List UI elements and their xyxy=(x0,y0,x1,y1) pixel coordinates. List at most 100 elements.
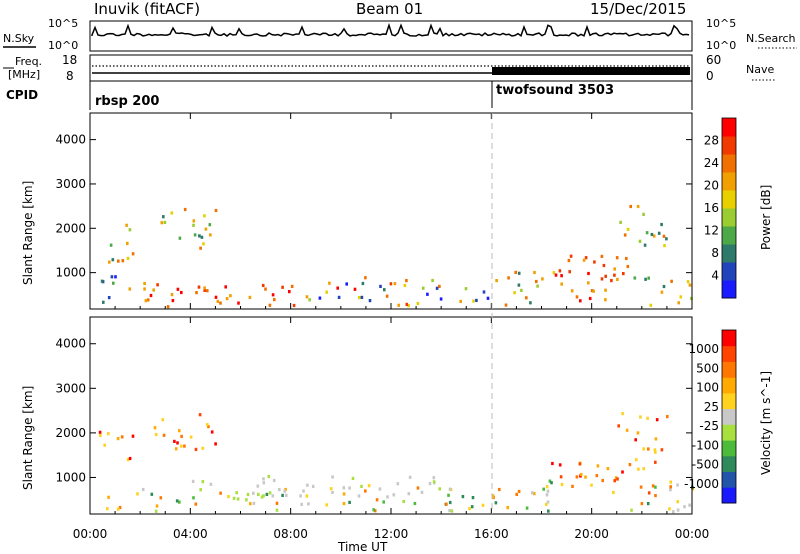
data-cell xyxy=(676,483,679,487)
data-cell xyxy=(262,481,266,485)
data-cell xyxy=(357,494,361,498)
colorbar-segment xyxy=(722,377,736,394)
data-cell xyxy=(548,479,552,483)
data-cell xyxy=(110,275,114,279)
data-cell xyxy=(584,256,588,260)
data-cell xyxy=(416,486,420,490)
data-cell xyxy=(386,495,389,499)
data-cell xyxy=(402,499,405,504)
data-cell xyxy=(178,236,182,240)
data-cell xyxy=(351,476,355,480)
data-cell xyxy=(178,500,181,504)
data-cell xyxy=(668,507,671,511)
data-cell xyxy=(630,508,633,512)
data-cell xyxy=(629,204,632,209)
data-cell xyxy=(203,214,206,218)
data-cell xyxy=(131,252,135,256)
data-cell xyxy=(514,270,517,274)
data-cell xyxy=(435,286,439,290)
data-cell xyxy=(126,256,130,260)
data-cell xyxy=(216,299,220,303)
data-cell xyxy=(559,475,563,479)
data-cell xyxy=(126,241,129,245)
data-cell xyxy=(194,502,198,506)
data-cell xyxy=(325,290,328,294)
data-cell xyxy=(506,506,509,510)
data-cell xyxy=(159,496,163,500)
data-cell xyxy=(426,292,429,296)
data-cell xyxy=(379,284,382,288)
data-cell xyxy=(170,293,174,297)
data-cell xyxy=(392,493,396,497)
data-cell xyxy=(183,444,186,448)
data-cell xyxy=(447,493,450,497)
data-cell xyxy=(626,227,630,231)
data-cell xyxy=(275,501,279,505)
data-cell xyxy=(481,503,485,507)
data-cell xyxy=(152,288,155,292)
data-cell xyxy=(331,490,334,494)
nsearch-label: N.Search xyxy=(746,32,796,45)
data-cell xyxy=(248,295,252,299)
colorbar-segment xyxy=(722,280,736,299)
data-cell xyxy=(265,492,269,496)
data-cell xyxy=(331,475,334,479)
data-cell xyxy=(579,472,583,477)
cpid-label: CPID xyxy=(6,88,38,102)
data-cell xyxy=(650,232,654,237)
data-cell xyxy=(264,287,267,291)
xtick-label: 00:00 xyxy=(73,527,108,541)
data-cell xyxy=(209,233,212,237)
data-cell xyxy=(560,282,563,286)
data-cell xyxy=(614,476,618,480)
data-cell xyxy=(262,494,265,498)
data-cell xyxy=(193,233,197,237)
data-cell xyxy=(99,433,102,438)
colorbar-tick-label: 28 xyxy=(704,134,719,148)
data-cell xyxy=(647,491,651,495)
data-cell xyxy=(498,487,501,492)
data-cell xyxy=(407,304,410,308)
data-cell xyxy=(285,493,288,497)
data-cell xyxy=(677,301,680,305)
data-cell xyxy=(191,479,195,483)
data-cell xyxy=(271,293,275,297)
colorbar-tick-label: -1000 xyxy=(684,477,719,491)
data-cell xyxy=(393,282,397,286)
data-cell xyxy=(613,479,616,483)
data-cell xyxy=(672,510,675,514)
data-cell xyxy=(639,485,643,489)
data-cell xyxy=(431,278,434,283)
data-cell xyxy=(103,443,106,447)
data-cell xyxy=(175,499,179,503)
colorbar-tick-label: 1000 xyxy=(688,342,719,356)
data-cell xyxy=(364,489,367,493)
data-cell xyxy=(587,281,590,285)
data-cell xyxy=(131,434,135,438)
data-cell xyxy=(600,277,604,281)
data-cell xyxy=(560,274,563,278)
data-cell xyxy=(575,295,579,299)
data-cell xyxy=(299,494,302,498)
data-cell xyxy=(637,467,640,471)
data-cell xyxy=(358,296,361,300)
data-cell xyxy=(194,447,198,451)
data-cell xyxy=(342,502,346,506)
ytick-label: 4000 xyxy=(55,133,86,147)
data-cell xyxy=(378,487,382,491)
data-cell xyxy=(625,256,628,261)
data-cell xyxy=(382,500,385,504)
data-cell xyxy=(653,448,657,452)
data-cell xyxy=(593,260,596,264)
data-cell xyxy=(448,500,452,505)
data-cell xyxy=(176,287,180,291)
data-cell xyxy=(606,467,610,471)
data-cell xyxy=(438,487,441,491)
data-cell xyxy=(252,491,255,495)
data-cell xyxy=(439,297,443,301)
colorbar-segment xyxy=(722,330,736,347)
data-cell xyxy=(628,463,632,467)
data-cell xyxy=(136,492,139,496)
